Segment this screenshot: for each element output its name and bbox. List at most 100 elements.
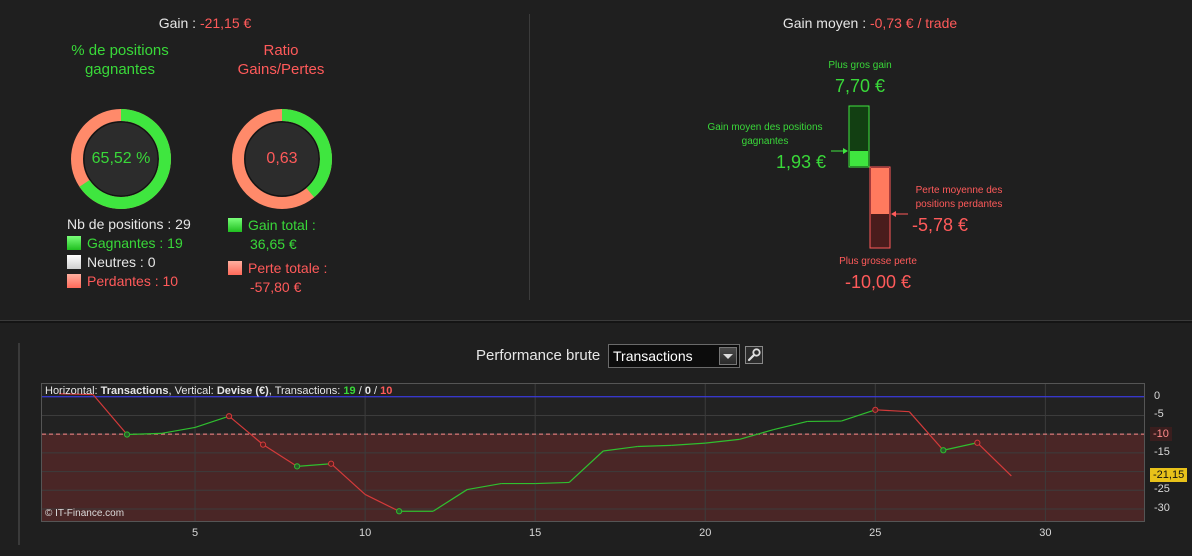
ratio-arc	[232, 109, 332, 209]
ratio-title: Ratio Gains/Pertes	[237, 42, 325, 78]
x-tick-label: 15	[529, 527, 542, 539]
y-tick-label: -25	[1154, 483, 1170, 496]
neutres-row: Neutres : 0	[67, 254, 155, 270]
panel-divider	[529, 14, 530, 300]
plus-gros-gain-label: Plus gros gain	[828, 60, 892, 71]
pct-donut	[71, 109, 171, 209]
info-neu: 0	[364, 385, 371, 397]
ratio-donut	[232, 109, 332, 209]
y-tick-label: 0	[1154, 389, 1161, 402]
equity-segment	[705, 438, 740, 444]
equity-segment	[637, 444, 672, 448]
loss-avg-fill	[871, 168, 889, 214]
equity-segment	[671, 442, 706, 446]
x-tick-label: 30	[1039, 527, 1052, 539]
perte-moyenne-label: Perte moyenne des positions perdantes	[915, 185, 1003, 210]
white-swatch	[67, 255, 81, 269]
data-point	[293, 463, 301, 470]
perte-totale-row: Perte totale : -57,80 €	[228, 259, 327, 297]
chevron-down-icon[interactable]	[719, 347, 737, 365]
x-tick-label: 25	[869, 527, 882, 539]
equity-segment	[467, 482, 502, 491]
gain-total-row: Gain total : 36,65 €	[228, 216, 316, 254]
section-divider	[0, 320, 1192, 323]
perdantes-row: Perdantes : 10	[67, 273, 178, 289]
gain-moyen-header: Gain moyen : -0,73 € / trade	[700, 15, 1040, 31]
pct-value: 65,52 %	[91, 150, 151, 167]
info-sep1: /	[355, 385, 365, 397]
perte-totale-value: -57,80 €	[250, 279, 302, 295]
equity-segment	[739, 429, 774, 440]
green-swatch	[228, 218, 242, 232]
equity-segment	[841, 409, 876, 422]
plus-grosse-perte-label: Plus grosse perte	[839, 256, 917, 267]
chart-info: Horizontal: Transactions, Vertical: Devi…	[45, 385, 392, 397]
info-win: 19	[343, 385, 356, 397]
equity-segment	[773, 420, 808, 431]
gain-label: Gain :	[158, 15, 197, 31]
data-point	[225, 413, 233, 420]
nb-positions: Nb de positions : 29	[67, 216, 191, 232]
neutres-label: Neutres : 0	[87, 254, 156, 270]
equity-segment	[568, 450, 604, 483]
gain-total-label: Gain total :	[248, 217, 316, 233]
y-tick-label: -30	[1154, 502, 1170, 515]
equity-segment	[160, 426, 196, 435]
x-tick-label: 5	[191, 527, 199, 539]
loss-zone	[42, 434, 1144, 521]
transactions-select-value: Transactions	[613, 348, 693, 364]
data-point	[123, 431, 131, 438]
equity-segment	[58, 393, 94, 396]
equity-segment	[908, 411, 944, 451]
perte-moyenne-value: -5,78 €	[912, 215, 969, 235]
data-point	[259, 441, 267, 448]
left-rail	[18, 343, 20, 545]
plus-grosse-perte-value: -10,00 €	[844, 272, 912, 292]
data-point	[872, 406, 879, 413]
extremes-bars	[831, 105, 908, 249]
performance-plot	[42, 384, 1144, 521]
equity-segment	[535, 481, 570, 485]
equity-segment	[228, 415, 264, 446]
info-tx: , Transactions:	[268, 385, 341, 397]
x-tick-label: 20	[699, 527, 712, 539]
y-tick-label: -5	[1154, 408, 1164, 421]
gain-moyen-value: -0,73 € / trade	[869, 15, 958, 31]
info-sep2: /	[370, 385, 381, 397]
equity-segment	[92, 394, 128, 435]
info-vertical: Devise (€)	[216, 385, 269, 397]
y-tick-label: -15	[1154, 445, 1170, 458]
data-point	[940, 447, 947, 454]
gagnantes-label: Gagnantes : 19	[87, 235, 183, 251]
equity-segment	[875, 409, 910, 413]
gagnantes-row: Gagnantes : 19	[67, 235, 183, 251]
equity-segment	[262, 444, 298, 467]
transactions-select[interactable]: Transactions	[608, 344, 740, 368]
gain-value: -21,15 €	[199, 15, 252, 31]
equity-segment	[603, 445, 638, 452]
performance-chart: Horizontal: Transactions, Vertical: Devi…	[41, 383, 1145, 522]
pct-title: % de positions gagnantes	[71, 42, 169, 78]
performance-label: Performance brute	[476, 347, 601, 364]
red-swatch	[67, 274, 81, 288]
equity-segment	[194, 415, 230, 428]
equity-segment	[127, 432, 162, 436]
info-horizontal: Transactions	[100, 385, 169, 397]
red-swatch	[228, 261, 242, 275]
perdantes-label: Perdantes : 10	[87, 273, 179, 289]
data-point	[328, 460, 335, 467]
gain-header: Gain : -21,15 €	[0, 15, 410, 31]
equity-segment	[364, 493, 400, 512]
equity-segment	[432, 489, 468, 512]
gain-avg-fill	[850, 151, 868, 166]
info-mid: , Vertical:	[168, 385, 214, 397]
gain-moyen-label: Gain moyen :	[782, 15, 867, 31]
current-value-tag: -21,15	[1150, 468, 1188, 482]
plus-gros-gain-value: 7,70 €	[834, 76, 886, 96]
avg-tag: -10	[1150, 427, 1172, 441]
equity-segment	[330, 463, 366, 495]
perte-totale-label: Perte totale :	[248, 260, 328, 276]
equity-segment	[297, 463, 332, 467]
info-loss: 10	[380, 385, 393, 397]
wrench-icon[interactable]	[745, 346, 763, 364]
